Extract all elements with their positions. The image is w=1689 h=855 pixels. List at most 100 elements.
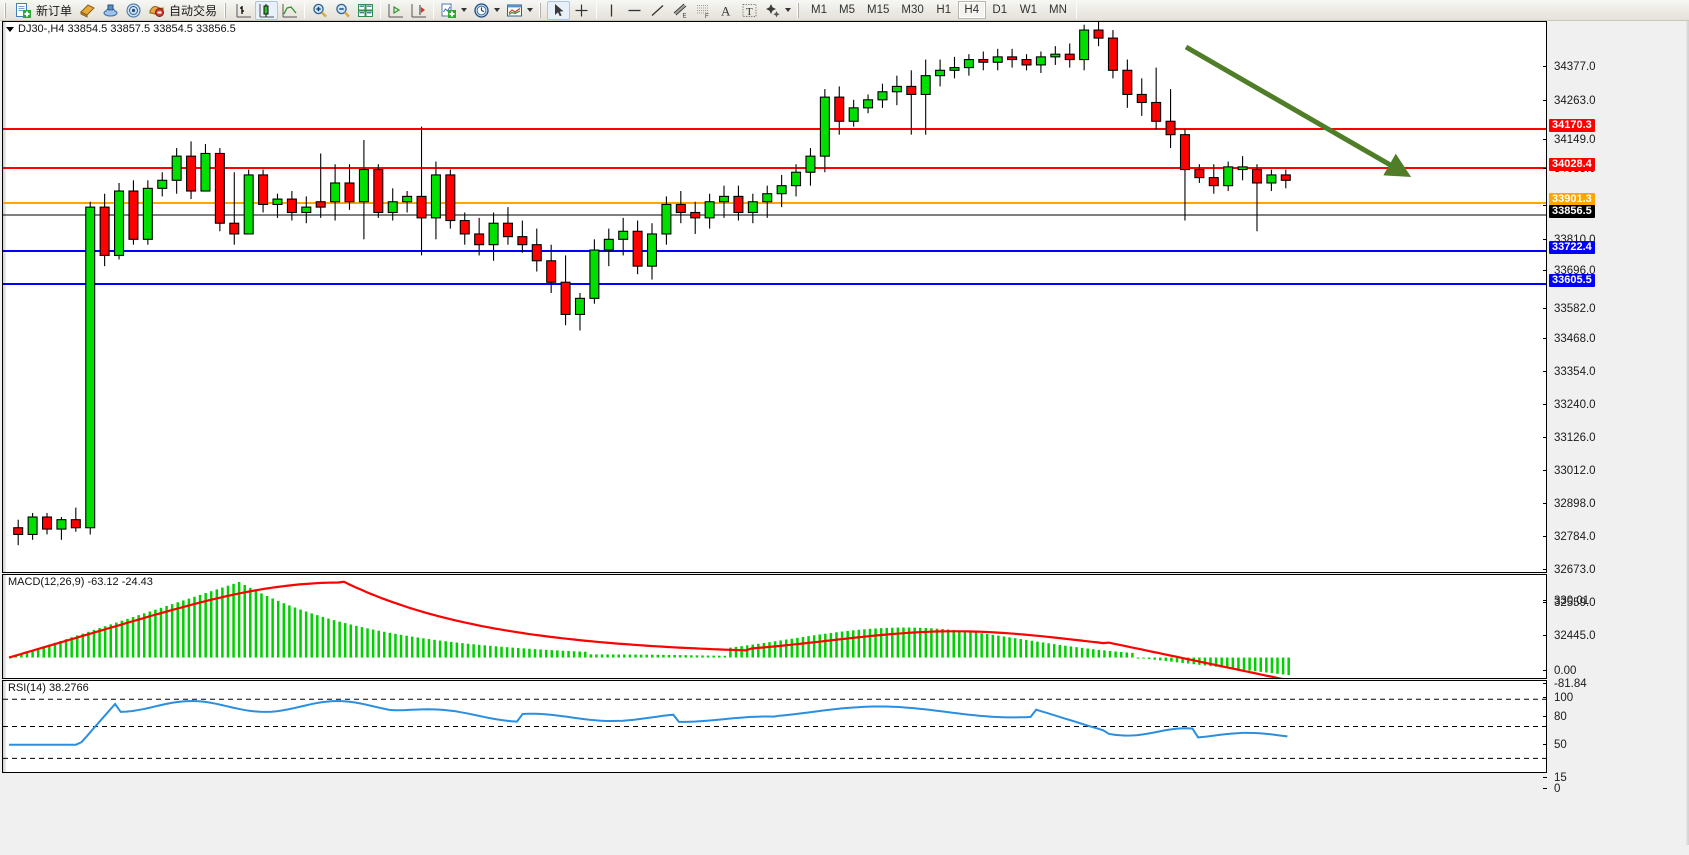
macd-histogram-bar <box>81 633 85 658</box>
bar-chart-button[interactable] <box>232 1 255 20</box>
expert-advisors-button[interactable] <box>76 1 99 20</box>
candle <box>546 244 557 293</box>
indicators-icon <box>441 3 457 18</box>
text-button[interactable]: A <box>715 1 738 20</box>
zoom-out-button[interactable] <box>331 1 354 20</box>
horizontal-line-button[interactable] <box>623 1 646 20</box>
equidistant-channel-button[interactable]: E <box>669 1 692 20</box>
price-tag-33901.3[interactable]: 33901.3 <box>1549 193 1595 206</box>
symbol-quote-bar: DJ30-,H4 33854.5 33857.5 33854.5 33856.5 <box>6 23 236 35</box>
timeframe-m5[interactable]: M5 <box>839 4 856 16</box>
rsi-pane[interactable]: RSI(14) 38.2766 <box>2 680 1547 773</box>
indicators-dropdown-caret[interactable] <box>461 8 468 12</box>
candle <box>719 185 730 218</box>
candle <box>286 191 297 221</box>
vertical-line-button[interactable] <box>600 1 623 20</box>
chart-menu-caret-icon[interactable] <box>6 26 14 32</box>
macd-histogram-bar <box>807 636 810 658</box>
macd-histogram-bar <box>176 602 179 658</box>
tile-windows-button[interactable] <box>354 1 377 20</box>
macd-histogram-bar <box>941 629 944 658</box>
objects-button[interactable] <box>761 1 794 20</box>
macd-histogram-bar <box>745 645 749 658</box>
period-button[interactable] <box>470 1 503 20</box>
templates-dropdown-caret[interactable] <box>527 8 534 12</box>
macd-pane[interactable]: MACD(12,26,9) -63.12 -24.43 <box>2 574 1547 679</box>
macd-histogram-bar <box>1175 657 1179 663</box>
right-scrollbar[interactable] <box>1686 21 1689 855</box>
macd-histogram-bar <box>1231 657 1235 669</box>
price-tick: 32559.0 <box>1543 597 1596 609</box>
objects-dropdown-caret[interactable] <box>785 8 792 12</box>
timeframe-m30[interactable]: M30 <box>901 4 924 16</box>
price-tag-33856.5[interactable]: 33856.5 <box>1549 205 1595 218</box>
price-tag-33722.4[interactable]: 33722.4 <box>1549 241 1595 254</box>
candle <box>920 59 931 135</box>
price-pane-left-scroll[interactable] <box>3 22 6 572</box>
chart-shift-icon <box>388 3 404 17</box>
macd-histogram-bar <box>444 641 447 658</box>
macd-histogram-bar <box>1136 657 1140 659</box>
auto-scroll-button[interactable] <box>407 1 430 20</box>
timeframe-m1[interactable]: M1 <box>811 4 828 16</box>
fibonacci-button[interactable]: F <box>692 1 715 20</box>
candle <box>949 56 960 79</box>
bar-chart-icon <box>236 3 252 17</box>
price-tag-33605.5[interactable]: 33605.5 <box>1549 274 1595 287</box>
crosshair-icon <box>575 4 588 16</box>
macd-histogram-bar <box>1226 657 1229 669</box>
macd-histogram-bar <box>1164 657 1168 662</box>
macd-histogram-bar <box>103 626 107 658</box>
candle <box>70 507 81 532</box>
cursor-button[interactable] <box>547 0 571 20</box>
toolbar-grip[interactable] <box>3 1 10 19</box>
timeframe-h1[interactable]: H1 <box>936 4 952 16</box>
macd-histogram-bar <box>835 632 838 658</box>
crosshair-button[interactable] <box>570 1 593 20</box>
macd-histogram-bar <box>483 645 487 658</box>
macd-histogram-bar <box>1147 657 1151 660</box>
candle <box>1007 48 1018 68</box>
candle <box>1079 24 1090 71</box>
chart-shift-button[interactable] <box>384 1 407 20</box>
macd-histogram-bar <box>416 637 420 658</box>
candle <box>1064 43 1075 68</box>
price-pane[interactable]: DJ30-,H4 33854.5 33857.5 33854.5 33856.5 <box>2 21 1547 573</box>
auto-trading-button[interactable]: 自动交易 <box>145 1 221 20</box>
indicators-button[interactable] <box>437 1 470 20</box>
timeframe-d1[interactable]: D1 <box>992 4 1008 16</box>
macd-histogram-bar <box>617 654 621 658</box>
signals-button[interactable] <box>122 1 145 20</box>
macd-histogram-bar <box>662 654 665 658</box>
timeframe-w1[interactable]: W1 <box>1019 4 1038 16</box>
new-order-button[interactable]: 新订单 <box>12 1 76 20</box>
macd-histogram-bar <box>1108 650 1112 658</box>
chart-type-toolbar-grip[interactable] <box>223 1 231 19</box>
zoom-in-button[interactable] <box>308 1 331 20</box>
macd-histogram-bar <box>851 630 855 658</box>
timeframe-mn[interactable]: MN <box>1049 4 1067 16</box>
data-center-button[interactable] <box>99 1 122 20</box>
candlestick-chart-button[interactable] <box>255 0 279 20</box>
text-label-button[interactable]: T <box>738 1 761 20</box>
timeframe-h4[interactable]: H4 <box>957 1 986 19</box>
macd-histogram-bar <box>1092 649 1095 658</box>
macd-pane-left-scroll[interactable] <box>3 575 6 678</box>
period-dropdown-caret[interactable] <box>494 8 501 12</box>
macd-histogram-bar <box>1103 650 1106 658</box>
price-scale[interactable]: 34377.034263.034149.034035.033921.033810… <box>1542 21 1689 855</box>
cursor-icon <box>555 3 564 16</box>
macd-histogram-bar <box>779 640 782 658</box>
candle <box>1237 156 1248 181</box>
timeframe-toolbar-grip[interactable] <box>796 1 804 19</box>
candle <box>56 517 67 540</box>
price-tag-34028.4[interactable]: 34028.4 <box>1549 158 1595 171</box>
line-chart-button[interactable] <box>278 1 301 20</box>
price-tick: 34149.0 <box>1543 134 1596 146</box>
main-toolbar: 新订单 <box>0 0 1689 21</box>
trendline-button[interactable] <box>646 1 669 20</box>
templates-button[interactable] <box>503 1 536 20</box>
timeframe-m15[interactable]: M15 <box>867 4 890 16</box>
price-tag-34170.3[interactable]: 34170.3 <box>1549 119 1595 132</box>
drawing-toolbar-grip[interactable] <box>538 1 546 19</box>
